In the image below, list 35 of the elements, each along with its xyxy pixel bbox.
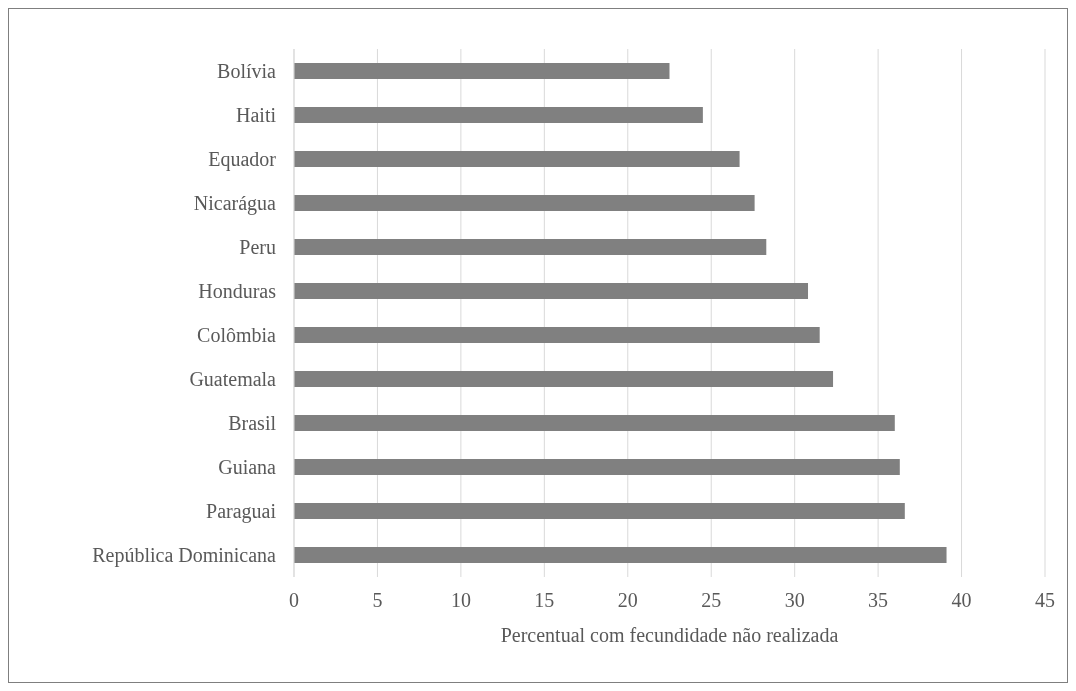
y-tick-label: Haiti (236, 104, 277, 127)
x-tick-label: 0 (289, 589, 299, 612)
bar (294, 239, 767, 255)
y-tick-label: Paraguai (206, 500, 277, 524)
bar (294, 371, 834, 387)
x-tick-label: 15 (534, 589, 555, 612)
bar (294, 415, 895, 431)
bar (294, 107, 703, 123)
x-tick-label: 25 (701, 589, 722, 612)
y-tick-label: República Dominicana (92, 544, 277, 568)
bar (294, 459, 900, 475)
y-tick-label: Guiana (218, 456, 277, 479)
y-tick-label: Brasil (228, 412, 277, 435)
bar (294, 283, 809, 299)
x-tick-label: 5 (372, 589, 383, 612)
bar (294, 195, 755, 211)
y-tick-label: Peru (239, 236, 276, 259)
bar (294, 63, 670, 79)
y-tick-label: Colômbia (197, 324, 277, 347)
bar (294, 547, 947, 563)
x-tick-label: 35 (868, 589, 889, 612)
y-tick-label: Bolívia (217, 60, 277, 83)
y-tick-label: Guatemala (189, 368, 277, 391)
x-axis-title: Percentual com fecundidade não realizada (500, 624, 839, 646)
y-tick-label: Equador (208, 148, 277, 172)
y-tick-label: Honduras (198, 280, 277, 303)
y-tick-label: Nicarágua (193, 192, 277, 216)
x-tick-label: 30 (784, 589, 805, 612)
bar (294, 327, 820, 343)
x-tick-label: 20 (617, 589, 638, 612)
x-tick-label: 45 (1035, 589, 1055, 612)
x-tick-label: 40 (951, 589, 972, 612)
x-tick-label: 10 (450, 589, 471, 612)
bar (294, 503, 905, 519)
bar (294, 151, 740, 167)
